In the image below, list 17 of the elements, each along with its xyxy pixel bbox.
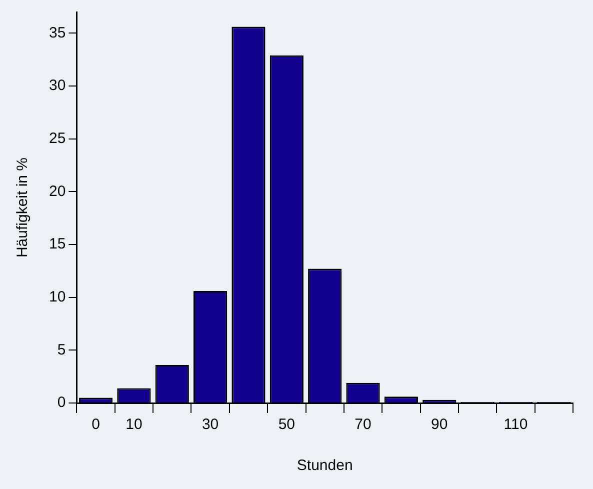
y-axis-title: Häufigkeit in % — [14, 157, 32, 258]
x-tick-label: 10 — [126, 416, 142, 434]
x-tick-label: 90 — [431, 416, 448, 434]
x-axis-title: Stunden — [296, 457, 353, 474]
y-tick-label: 15 — [48, 236, 66, 253]
x-tick-label: 50 — [278, 416, 296, 434]
y-tick-label: 25 — [48, 130, 66, 147]
x-tick-label: 70 — [354, 416, 372, 434]
y-tick-label: 5 — [57, 341, 66, 358]
y-tick-label: 10 — [48, 288, 66, 306]
x-tick-label: 0 — [92, 416, 100, 434]
x-tick-label: 30 — [202, 416, 219, 434]
x-tick-label: 110 — [504, 416, 528, 434]
y-tick-label: 20 — [48, 182, 66, 200]
y-tick-label: 35 — [48, 24, 66, 42]
y-tick-label: 30 — [48, 77, 66, 94]
y-tick-label: 0 — [57, 394, 66, 412]
